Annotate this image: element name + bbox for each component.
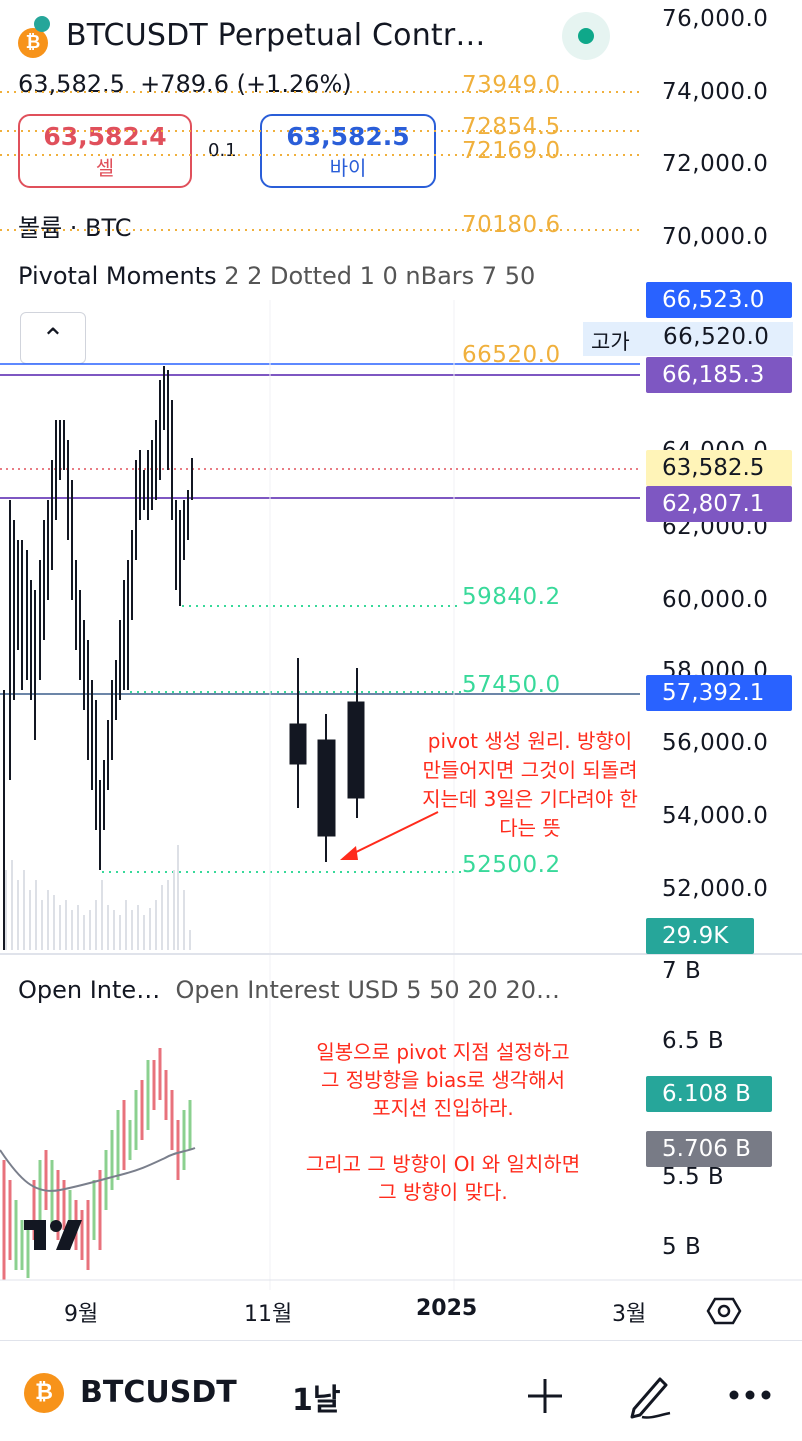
annotation-line: 만들어지면 그것이 되돌려 — [422, 758, 638, 782]
oi-tag-5706: 5.706 B — [646, 1131, 772, 1167]
axis-tick: 52,000.0 — [662, 876, 769, 902]
live-dot-icon — [578, 28, 594, 44]
axis-tick: 70,000.0 — [662, 224, 769, 250]
volume-bars — [5, 845, 191, 950]
spread-value: 0.1 — [208, 140, 237, 161]
symbol-selector[interactable]: BTCUSDT — [80, 1375, 237, 1410]
pencil-icon[interactable] — [626, 1371, 672, 1421]
axis-tick: 72,000.0 — [662, 151, 769, 177]
annotation-bias: 일봉으로 pivot 지점 설정하고 그 정방향을 bias로 생각해서 포지션… — [268, 1038, 618, 1206]
symbol-badge — [34, 16, 50, 32]
bitcoin-icon: ₿ — [18, 28, 48, 58]
annotation-line: 그 정방향을 bias로 생각해서 — [321, 1068, 565, 1092]
pivotal-params: 2 2 Dotted 1 0 nBars 7 50 — [224, 262, 536, 290]
price-quote: 63,582.5 +789.6 (+1.26%) — [18, 70, 352, 98]
axis-tick: 76,000.0 — [662, 6, 769, 32]
symbol-title[interactable]: BTCUSDT Perpetual Contr… — [66, 18, 486, 53]
level-label-57450: 57450.0 — [462, 672, 561, 698]
sell-label: 셀 — [95, 156, 115, 180]
oi-moving-average — [0, 1147, 196, 1192]
candle-1 — [289, 723, 307, 765]
volume-indicator-label[interactable]: 볼륨 · BTC — [18, 214, 132, 242]
level-label-72169: 72169.0 — [462, 138, 561, 164]
time-tick: 11월 — [244, 1302, 293, 1327]
illustration-candles — [289, 658, 365, 862]
level-label-72854: 72854.5 — [462, 114, 561, 140]
tag-66185: 66,185.3 — [646, 357, 792, 393]
annotation-line: 그 방향이 맞다. — [378, 1180, 508, 1204]
market-status-button[interactable] — [562, 12, 610, 60]
annotation-line: 포지션 진입하라. — [372, 1096, 514, 1120]
bottom-toolbar: ₿ BTCUSDT 1날 — [0, 1340, 802, 1441]
buy-label: 바이 — [329, 156, 367, 180]
tag-62807: 62,807.1 — [646, 486, 792, 522]
annotation-line: 일봉으로 pivot 지점 설정하고 — [316, 1040, 570, 1064]
high-tag: 고가 66,520.0 — [583, 322, 793, 356]
level-label-73949: 73949.0 — [462, 72, 561, 98]
bitcoin-icon: ₿ — [24, 1373, 64, 1413]
annotation-line: pivot 생성 원리. 방향이 — [427, 729, 633, 753]
buy-button[interactable]: 63,582.5 바이 — [260, 114, 436, 188]
axis-tick: 54,000.0 — [662, 803, 769, 829]
oi-axis-tick: 5.5 B — [662, 1164, 725, 1190]
axis-tick: 60,000.0 — [662, 587, 769, 613]
sell-button[interactable]: 63,582.4 셀 — [18, 114, 192, 188]
last-price: 63,582.5 — [18, 70, 125, 98]
plus-icon[interactable] — [526, 1377, 564, 1415]
time-tick: 3월 — [612, 1302, 647, 1327]
tag-current-price: 63,582.5 — [646, 450, 792, 486]
tag-volume: 29.9K — [646, 918, 754, 954]
axis-tick: 74,000.0 — [662, 79, 769, 105]
annotation-arrow — [340, 811, 439, 860]
annotation-line: 지는데 3일은 기다려야 한 — [422, 787, 638, 811]
annotation-line: 다는 뜻 — [499, 816, 561, 840]
oi-name: Open Inte… — [18, 976, 161, 1004]
time-tick: 9월 — [64, 1302, 99, 1327]
high-tag-value: 66,520.0 — [663, 324, 770, 350]
candles-historical — [3, 366, 193, 950]
pivotal-indicator-label[interactable]: Pivotal Moments 2 2 Dotted 1 0 nBars 7 5… — [18, 262, 535, 290]
annotation-pivot: pivot 생성 원리. 방향이 만들어지면 그것이 되돌려 지는데 3일은 기… — [390, 727, 670, 843]
chevron-up-icon: ⌃ — [41, 322, 65, 355]
oi-axis-tick: 6.5 B — [662, 1028, 725, 1054]
level-label-52500: 52500.2 — [462, 852, 561, 878]
timeframe-selector[interactable]: 1날 — [292, 1383, 341, 1418]
settings-icon[interactable] — [706, 1296, 742, 1326]
more-icon[interactable] — [728, 1389, 774, 1401]
price-chart[interactable] — [0, 0, 802, 1290]
time-tick: 2025 — [416, 1296, 478, 1321]
oi-axis-tick: 7 B — [662, 958, 702, 984]
oi-tag-6108: 6.108 B — [646, 1076, 772, 1112]
tag-66523: 66,523.0 — [646, 282, 792, 318]
annotation-line: 그리고 그 방향이 OI 와 일치하면 — [305, 1152, 581, 1176]
pivotal-name: Pivotal Moments — [18, 262, 217, 290]
level-label-70180: 70180.6 — [462, 212, 561, 238]
annotation-spacer — [268, 1122, 618, 1150]
buy-price: 63,582.5 — [286, 122, 410, 151]
tradingview-logo — [24, 1220, 82, 1250]
collapse-indicators-button[interactable]: ⌃ — [20, 312, 86, 364]
price-change: +789.6 (+1.26%) — [140, 70, 352, 98]
oi-indicator-label[interactable]: Open Inte… Open Interest USD 5 50 20 20… — [18, 976, 560, 1004]
high-tag-label: 고가 — [591, 330, 630, 354]
candle-3 — [347, 701, 365, 799]
tag-57392: 57,392.1 — [646, 675, 792, 711]
oi-axis-tick: 5 B — [662, 1234, 702, 1260]
axis-tick: 56,000.0 — [662, 730, 769, 756]
level-label-66520: 66520.0 — [462, 342, 561, 368]
oi-candles — [2, 1048, 192, 1280]
level-label-59840: 59840.2 — [462, 584, 561, 610]
candle-2 — [317, 739, 336, 837]
sell-price: 63,582.4 — [43, 122, 167, 151]
oi-params: Open Interest USD 5 50 20 20… — [175, 976, 560, 1004]
